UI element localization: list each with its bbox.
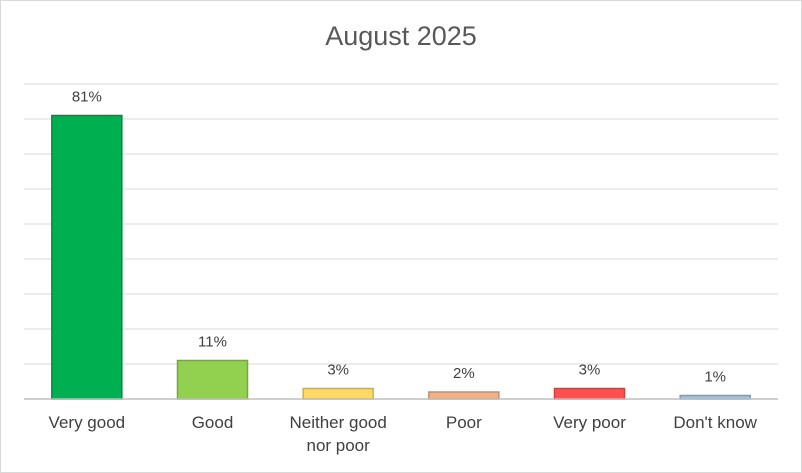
chart-title: August 2025 (325, 21, 477, 51)
value-label: 2% (453, 365, 475, 382)
bar (428, 391, 500, 400)
x-tick-label: Neither good nor poor (289, 413, 387, 455)
value-label: 3% (579, 361, 601, 378)
x-tick-label: Very poor (553, 413, 626, 432)
value-label: 3% (327, 361, 349, 378)
bar (176, 359, 249, 400)
x-tick-label: Very good (48, 413, 126, 432)
value-label: 1% (704, 368, 726, 385)
bar (51, 114, 123, 400)
bar (553, 387, 626, 400)
x-tick-label: Good (191, 413, 234, 432)
bar (302, 387, 374, 400)
x-tick-label: Poor (445, 413, 482, 432)
value-label: 81% (72, 88, 102, 105)
x-tick-label: Don't know (673, 413, 757, 432)
value-label: 11% (198, 333, 227, 350)
